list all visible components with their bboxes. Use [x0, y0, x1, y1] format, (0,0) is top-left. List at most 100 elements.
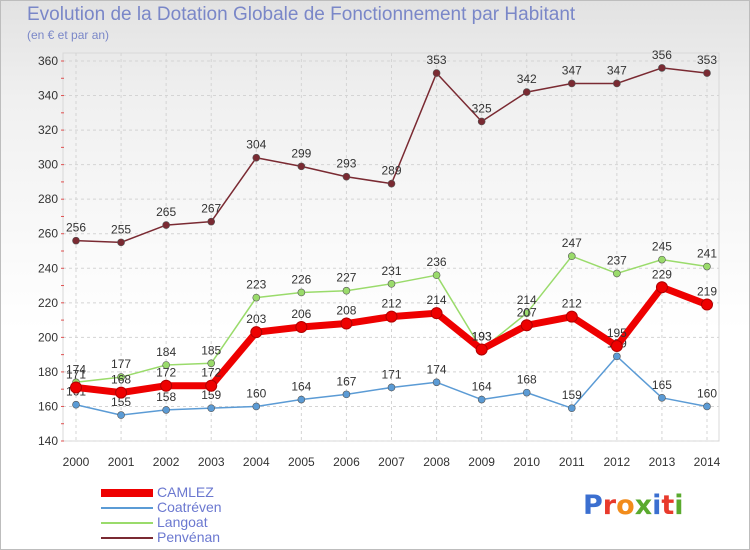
data-point-penvenan [342, 172, 351, 181]
data-point-coatreven [613, 352, 621, 361]
y-tick-label: 280 [38, 192, 58, 206]
data-point-camlez [565, 310, 578, 323]
data-point-camlez [520, 319, 533, 332]
legend-label: Langoat [157, 514, 208, 530]
data-label-langoat: 227 [336, 271, 356, 285]
data-point-langoat [613, 269, 621, 278]
data-point-coatreven [387, 383, 396, 392]
line-chart: 140 160 180 200 220 240 260 280 300 320 340 360 2000… [38, 48, 721, 469]
x-tick-label: 2000 [63, 455, 90, 469]
data-label-camlez: 219 [697, 285, 717, 299]
data-point-penvenan [162, 221, 170, 229]
chart-legend: CAMLEZ Coatréven Langoat Penvénan [101, 485, 301, 545]
data-point-camlez [295, 321, 308, 333]
y-tick-label: 180 [38, 365, 58, 379]
data-label-langoat: 247 [562, 236, 582, 250]
data-label-coatreven: 160 [246, 386, 266, 400]
data-label-penvenan: 353 [427, 53, 447, 67]
chart-title: Evolution de la Dotation Globale de Fonc… [27, 4, 576, 25]
y-tick-label: 360 [38, 54, 58, 68]
x-tick-label: 2014 [694, 455, 721, 469]
data-label-camlez: 168 [111, 373, 131, 387]
data-label-camlez: 171 [66, 367, 86, 381]
data-label-langoat: 177 [111, 357, 131, 371]
data-point-langoat [342, 286, 351, 295]
data-point-penvenan [252, 153, 261, 162]
x-tick-label: 2003 [198, 455, 225, 469]
data-point-penvenan [72, 236, 80, 245]
logo-letter: i [652, 490, 662, 521]
y-tick-label: 200 [38, 330, 58, 344]
data-point-langoat [387, 280, 396, 288]
data-point-camlez [340, 317, 353, 330]
data-label-langoat: 184 [156, 345, 176, 359]
data-point-coatreven [432, 378, 441, 387]
y-tick-label: 320 [38, 123, 58, 137]
data-label-langoat: 223 [246, 278, 266, 292]
data-point-langoat [703, 262, 711, 271]
data-label-penvenan: 256 [66, 221, 86, 235]
logo-letter: o [616, 490, 635, 521]
legend-item-penvenan: Penvénan [101, 530, 301, 545]
data-label-penvenan: 356 [652, 48, 672, 62]
data-label-camlez: 206 [291, 307, 311, 321]
data-label-penvenan: 255 [111, 222, 131, 236]
legend-swatch [101, 489, 153, 497]
data-point-coatreven [342, 390, 351, 399]
data-label-camlez: 203 [246, 312, 266, 326]
data-label-langoat: 236 [427, 255, 447, 269]
data-label-camlez: 207 [517, 305, 537, 319]
data-label-penvenan: 265 [156, 205, 176, 219]
data-label-camlez: 172 [201, 366, 221, 380]
data-point-penvenan [117, 238, 125, 247]
y-tick-label: 240 [38, 261, 58, 275]
data-point-camlez [430, 307, 443, 320]
data-point-langoat [567, 252, 576, 260]
data-label-coatreven: 165 [652, 378, 672, 392]
data-label-coatreven: 174 [427, 362, 447, 376]
x-tick-label: 2008 [423, 455, 450, 469]
legend-item-langoat: Langoat [101, 515, 301, 530]
data-label-penvenan: 267 [201, 202, 221, 216]
data-point-camlez [701, 298, 713, 311]
x-tick-label: 2011 [559, 455, 585, 469]
data-label-coatreven: 160 [697, 386, 717, 400]
x-tick-label: 2005 [288, 455, 315, 469]
legend-swatch [101, 522, 153, 524]
data-label-langoat: 245 [652, 240, 672, 254]
data-label-coatreven: 167 [336, 374, 356, 388]
data-point-penvenan [297, 162, 306, 171]
x-tick-label: 2004 [243, 455, 270, 469]
data-label-penvenan: 347 [607, 63, 627, 77]
data-label-coatreven: 159 [562, 388, 582, 402]
data-label-penvenan: 304 [246, 138, 266, 152]
legend-item-coatreven: Coatréven [101, 500, 301, 515]
data-point-coatreven [207, 404, 216, 412]
y-tick-label: 260 [38, 227, 58, 241]
x-tick-label: 2010 [513, 455, 540, 469]
data-point-langoat [522, 309, 531, 317]
data-label-camlez: 214 [427, 293, 447, 307]
data-point-coatreven [72, 400, 80, 409]
logo-letter: P [583, 490, 603, 521]
y-tick-label: 160 [38, 399, 58, 413]
data-point-langoat [252, 293, 261, 302]
x-tick-label: 2002 [153, 455, 180, 469]
data-point-penvenan [567, 79, 576, 88]
x-tick-label: 2009 [468, 455, 495, 469]
legend-label: CAMLEZ [157, 484, 214, 500]
data-label-langoat: 226 [291, 272, 311, 286]
legend-swatch [101, 507, 153, 509]
x-tick-label: 2007 [378, 455, 405, 469]
proxiti-logo: Proxiti [583, 490, 684, 521]
data-point-camlez [160, 379, 173, 392]
x-tick-label: 2001 [108, 455, 135, 469]
logo-letter: t [661, 490, 675, 521]
data-label-langoat: 174 [66, 362, 86, 376]
data-point-camlez [115, 386, 128, 399]
data-point-coatreven [477, 395, 486, 404]
data-point-coatreven [297, 395, 306, 404]
data-point-langoat [297, 288, 306, 297]
y-tick-label: 220 [38, 296, 58, 310]
